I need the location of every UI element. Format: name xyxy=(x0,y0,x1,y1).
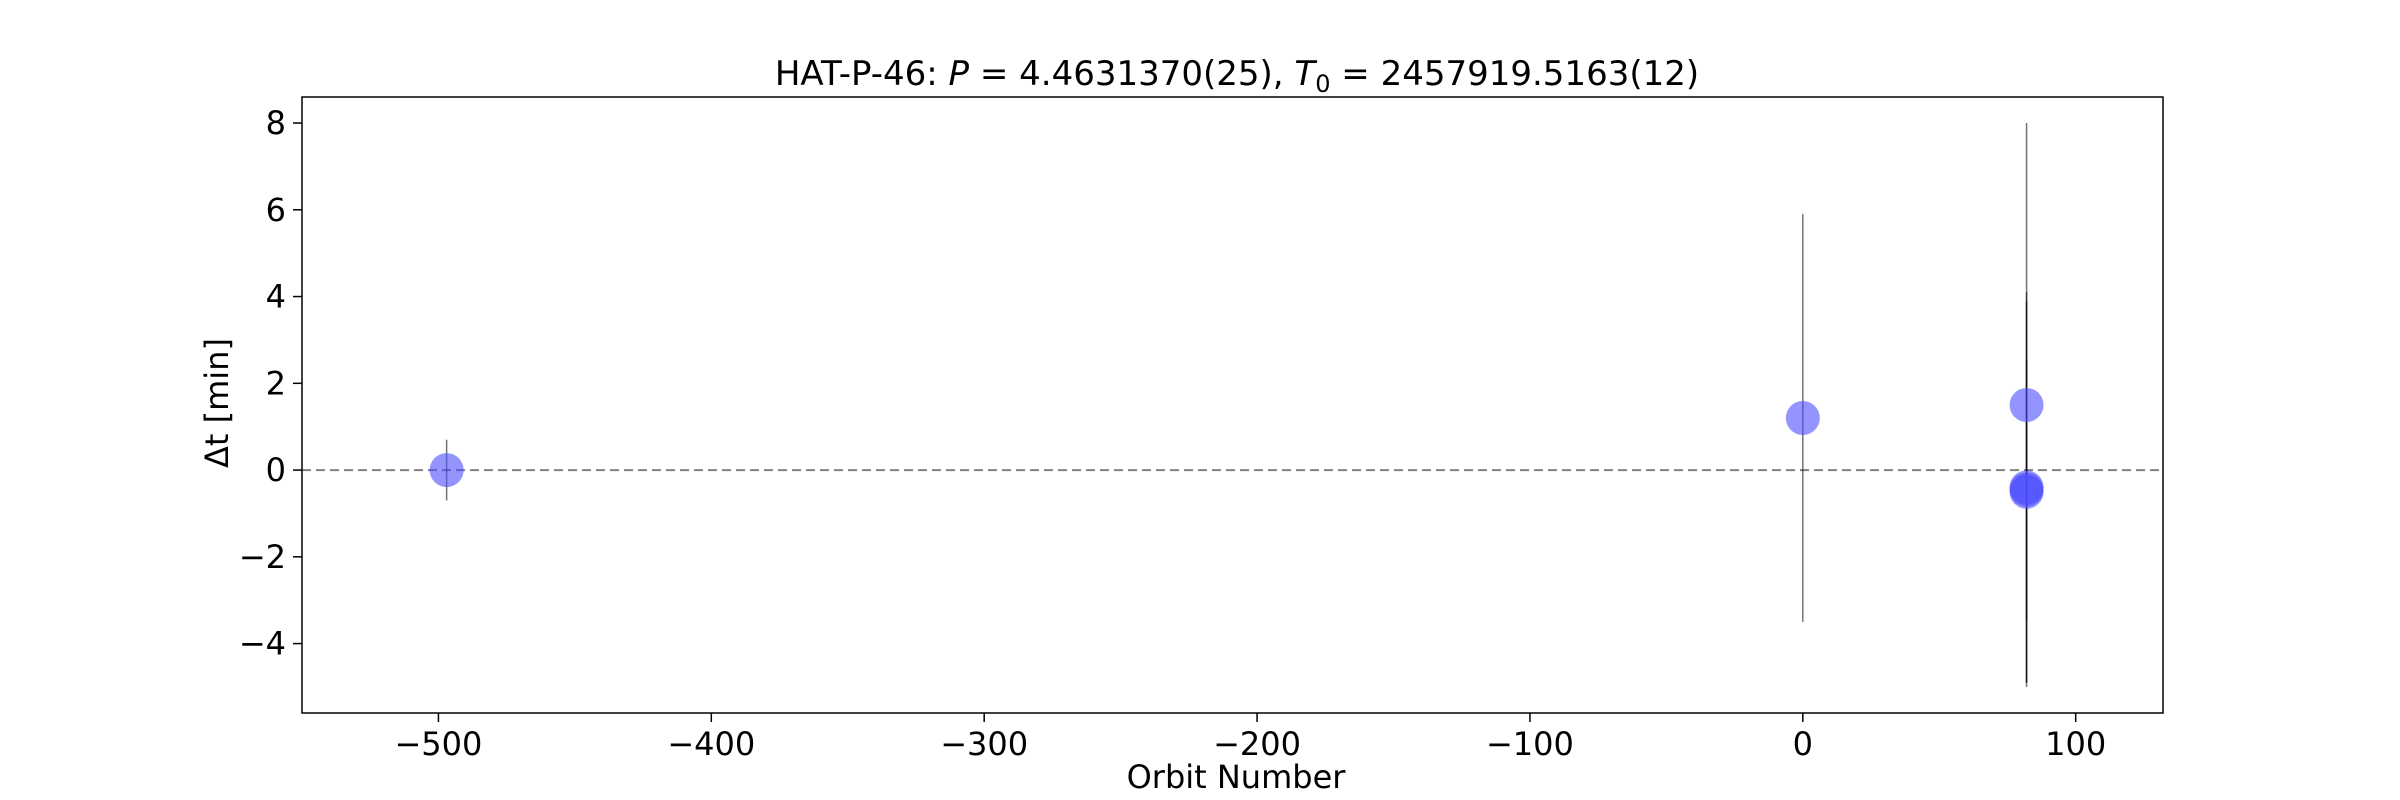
y-tick-label--2: −2 xyxy=(239,538,286,576)
y-tick-label-2: 2 xyxy=(266,364,286,402)
data-point-5 xyxy=(2009,472,2044,507)
y-tick-label--4: −4 xyxy=(239,625,286,663)
x-tick-label--400: −400 xyxy=(667,725,755,763)
x-axis-label: Orbit Number xyxy=(1127,758,1347,796)
title-prefix: HAT-P-46: xyxy=(775,54,949,94)
y-tick-label-4: 4 xyxy=(266,278,286,316)
svg-text:HAT-P-46: P = 4.4631370(25), T: HAT-P-46: P = 4.4631370(25), T0 = 245791… xyxy=(775,54,1699,98)
title-p-value: = 4.4631370(25), xyxy=(969,54,1294,94)
y-axis-label: Δt [min] xyxy=(198,338,236,468)
plot-area: −500 −400 −300 −200 −100 0 100 −4 −2 0 2 4 6 8 xyxy=(239,96,2164,763)
title-p-symbol: P xyxy=(949,54,970,94)
x-tick-label--100: −100 xyxy=(1486,725,1574,763)
x-tick-label--200: −200 xyxy=(1213,725,1301,763)
chart-title: HAT-P-46: P = 4.4631370(25), T0 = 245791… xyxy=(775,54,1699,98)
x-tick-label-100: 100 xyxy=(2045,725,2106,763)
title-t-value: = 2457919.5163(12) xyxy=(1330,54,1699,94)
data-point-0 xyxy=(429,453,464,488)
data-point-1 xyxy=(1785,401,1820,436)
x-tick-label-0: 0 xyxy=(1793,725,1813,763)
x-tick-label--300: −300 xyxy=(940,725,1028,763)
title-t-subscript: 0 xyxy=(1315,70,1330,98)
title-t-symbol: T xyxy=(1294,54,1317,94)
y-tick-label-8: 8 xyxy=(266,104,286,142)
y-tick-label-6: 6 xyxy=(266,191,286,229)
x-tick-label--500: −500 xyxy=(394,725,482,763)
plot-frame xyxy=(301,96,2164,714)
y-tick-label-0: 0 xyxy=(266,451,286,489)
data-point-2 xyxy=(2009,388,2044,422)
